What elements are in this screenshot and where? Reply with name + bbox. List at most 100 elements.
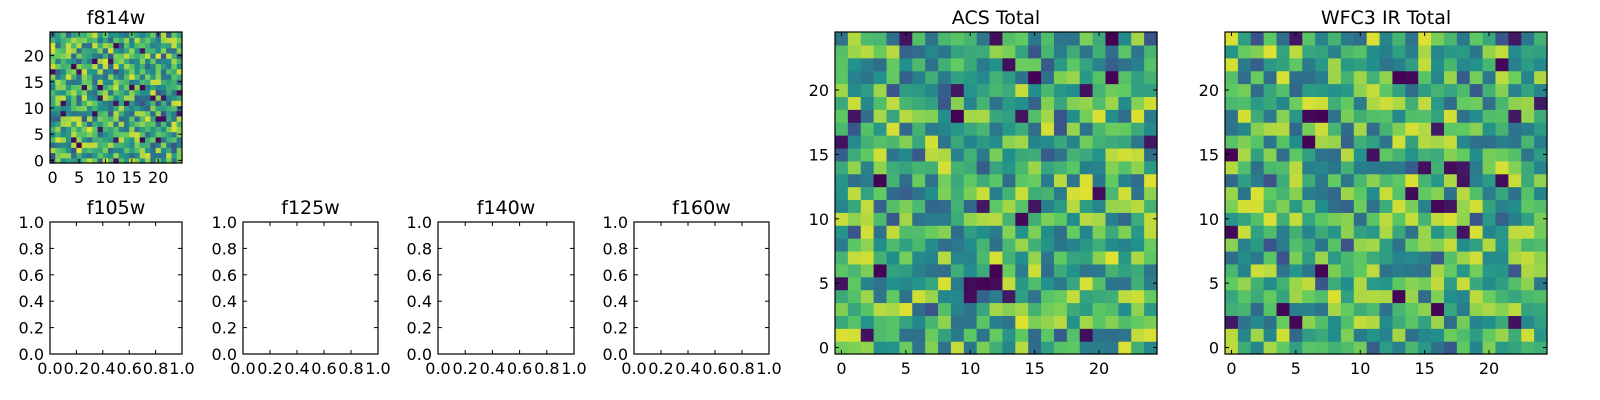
heatmap-cell — [925, 147, 939, 162]
heatmap-cell — [976, 225, 991, 239]
heatmap-cell — [899, 135, 913, 149]
heatmap-cell — [1353, 44, 1368, 59]
heatmap-cell — [1250, 160, 1265, 175]
heatmap-cell — [1118, 289, 1132, 304]
heatmap-cell — [976, 315, 991, 329]
heatmap-cell — [950, 57, 965, 72]
heatmap-cell — [1053, 328, 1068, 342]
heatmap-cell — [1392, 70, 1406, 85]
heatmap-cell — [1366, 315, 1381, 329]
heatmap-cell — [1405, 315, 1419, 329]
heatmap-cell — [1366, 173, 1381, 188]
heatmap-cell — [1340, 199, 1355, 213]
x-tick-label: 0.2 — [64, 359, 89, 378]
heatmap-cell — [963, 199, 978, 213]
heatmap-cell — [1495, 289, 1509, 304]
heatmap-cell — [1041, 276, 1055, 291]
heatmap-cell — [989, 212, 1004, 226]
heatmap-cell — [1328, 44, 1342, 59]
heatmap-cell — [1431, 147, 1445, 162]
heatmap-cell — [92, 94, 99, 101]
heatmap-cell — [1456, 83, 1471, 97]
heatmap-cell — [1225, 199, 1239, 213]
heatmap-cell — [1431, 328, 1445, 342]
heatmap-cell — [1237, 315, 1252, 329]
heatmap-cell — [1495, 250, 1509, 265]
heatmap-cell — [1225, 83, 1239, 97]
heatmap-cell — [76, 84, 83, 91]
heatmap-cell — [145, 89, 151, 96]
heatmap-cell — [912, 83, 926, 97]
heatmap-cell — [1379, 70, 1394, 85]
heatmap-cell — [1131, 315, 1145, 329]
heatmap-cell — [65, 115, 72, 122]
heatmap-cell — [1105, 83, 1119, 97]
heatmap-cell — [176, 58, 183, 65]
heatmap-cell — [1366, 122, 1381, 136]
heatmap-cell — [1443, 57, 1458, 72]
heatmap-cell — [1250, 199, 1265, 213]
heatmap-cell — [899, 289, 913, 304]
heatmap-cell — [1456, 276, 1471, 291]
heatmap-cell — [976, 44, 991, 59]
heatmap-cell — [1495, 70, 1509, 85]
heatmap-cell — [134, 131, 141, 138]
heatmap-cell — [1289, 289, 1303, 304]
heatmap-cell — [1028, 341, 1042, 355]
heatmap-cell — [950, 199, 965, 213]
heatmap-cell — [925, 57, 939, 72]
heatmap-cell — [1092, 212, 1107, 226]
heatmap-cell — [1092, 289, 1107, 304]
heatmap-cell — [938, 212, 952, 226]
y-tick-label: 0.0 — [212, 345, 237, 364]
heatmap-cell — [81, 142, 88, 148]
heatmap-cell — [1015, 238, 1029, 252]
heatmap-cell — [1225, 341, 1239, 355]
heatmap-cell — [123, 152, 130, 159]
heatmap-cell — [166, 147, 173, 154]
heatmap-cell — [1015, 186, 1029, 201]
heatmap-cell — [108, 105, 114, 112]
heatmap-cell — [118, 89, 125, 96]
heatmap-cell — [1053, 341, 1068, 355]
heatmap-cell — [1053, 135, 1068, 149]
heatmap-cell — [166, 63, 173, 70]
heatmap-cell — [134, 115, 141, 122]
heatmap-cell — [950, 250, 965, 265]
heatmap-cell — [1521, 122, 1535, 136]
heatmap-cell — [60, 157, 67, 164]
heatmap-cell — [81, 42, 88, 49]
heatmap-cell — [976, 83, 991, 97]
heatmap-cell — [1521, 135, 1535, 149]
heatmap-cell — [963, 57, 978, 72]
heatmap-cell — [1443, 44, 1458, 59]
heatmap-cell — [938, 70, 952, 85]
heatmap-cell — [113, 58, 120, 65]
heatmap-cell — [1263, 96, 1278, 110]
heatmap-cell — [102, 89, 109, 96]
heatmap-cell — [97, 58, 104, 65]
heatmap-cell — [1079, 109, 1094, 123]
heatmap-cell — [1118, 135, 1132, 149]
heatmap-cell — [97, 157, 104, 164]
heatmap-cell — [81, 121, 88, 127]
heatmap-cell — [835, 276, 849, 291]
heatmap-cell — [1521, 302, 1535, 316]
x-tick-label: 0.6 — [311, 359, 336, 378]
axes-frame-f160w — [633, 221, 770, 355]
heatmap-cell — [1340, 32, 1355, 46]
heatmap-cell — [1469, 276, 1484, 291]
heatmap-cell — [155, 136, 162, 143]
heatmap-cell — [976, 289, 991, 304]
heatmap-cell — [113, 105, 120, 112]
y-tick-label: 0.4 — [407, 292, 432, 311]
heatmap-cell — [155, 100, 162, 106]
heatmap-cell — [71, 63, 77, 70]
heatmap-cell — [847, 263, 862, 278]
heatmap-cell — [1353, 250, 1368, 265]
heatmap-cell — [65, 105, 72, 112]
heatmap-cell — [1225, 302, 1239, 316]
heatmap-cell — [989, 225, 1004, 239]
heatmap-cell — [81, 100, 88, 106]
heatmap-cell — [925, 341, 939, 355]
